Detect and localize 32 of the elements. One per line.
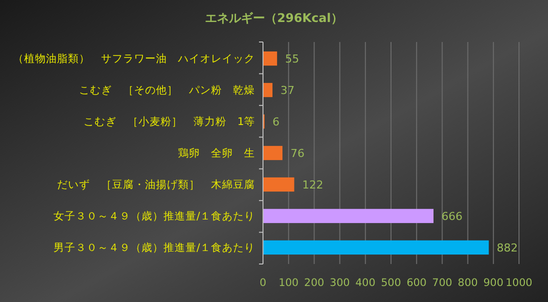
chart-title: エネルギー（296Kcal） — [205, 11, 343, 25]
data-label: 666 — [441, 210, 462, 223]
x-tick-label: 600 — [406, 277, 427, 289]
x-tick-label: 700 — [432, 277, 452, 289]
x-tick-label: 200 — [304, 277, 324, 289]
data-label: 6 — [272, 115, 280, 128]
x-tick-label: 900 — [483, 277, 504, 289]
y-tick-label: こむぎ ［小麦粉］ 薄力粉 1等 — [83, 115, 255, 128]
x-tick-label: 500 — [380, 277, 402, 289]
y-tick-label: 女子３０～４９（歳）推進量/１食あたり — [53, 210, 255, 223]
y-tick-label: （植物油脂類） サフラワー油 ハイオレイック — [13, 52, 255, 66]
x-tick-label: 800 — [458, 277, 478, 289]
bar — [263, 82, 272, 98]
bar — [263, 146, 282, 160]
data-label: 122 — [302, 178, 324, 192]
y-tick-label: 鶏卵 全卵 生 — [178, 146, 255, 160]
x-tick-label: 0 — [260, 277, 266, 289]
data-label: 55 — [285, 52, 300, 66]
y-tick-label: 男子３０～４９（歳）推進量/１食あたり — [53, 241, 255, 254]
x-tick-label: 1000 — [506, 277, 532, 289]
data-label: 882 — [496, 241, 518, 254]
bar — [263, 240, 489, 255]
x-tick-label: 400 — [355, 277, 376, 289]
x-tick-label: 300 — [330, 277, 350, 289]
y-tick-label: こむぎ ［その他］ パン粉 乾燥 — [79, 84, 255, 97]
bar — [263, 51, 278, 66]
x-tick-label: 100 — [278, 277, 299, 289]
data-label: 76 — [290, 146, 304, 160]
data-label: 37 — [280, 84, 294, 97]
bar — [263, 177, 294, 192]
bar — [263, 208, 434, 224]
y-tick-label: だいず ［豆腐・油揚げ類］ 木綿豆腐 — [57, 178, 255, 192]
